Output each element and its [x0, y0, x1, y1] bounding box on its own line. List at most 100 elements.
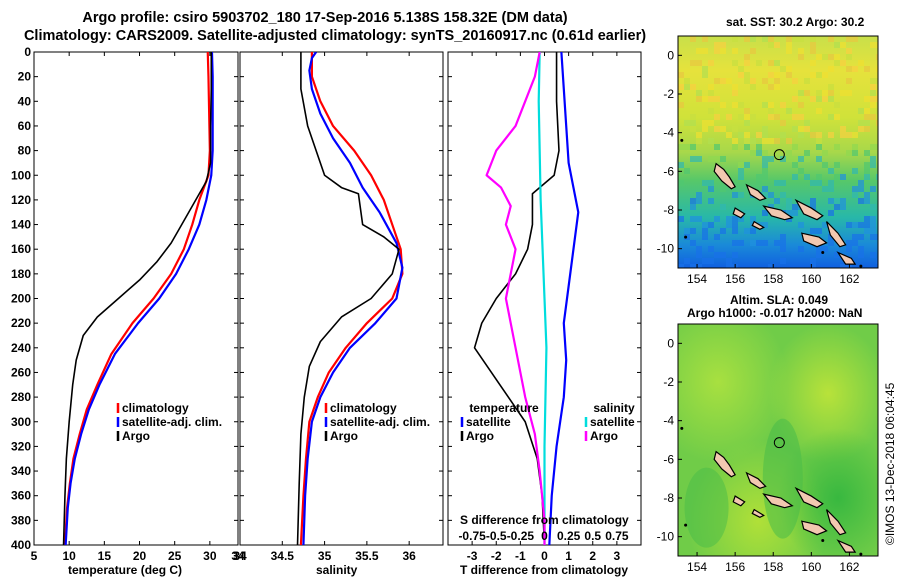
salinity-diff-tick-label: 0 — [541, 529, 548, 543]
temperature-line-satellite-adj-clim- — [64, 52, 214, 545]
island-shape — [751, 220, 765, 231]
sst-pixel — [846, 36, 852, 42]
sst-pixel — [744, 144, 750, 150]
sst-pixel — [870, 114, 876, 120]
sst-pixel — [870, 216, 876, 222]
sst-pixel — [792, 204, 798, 210]
salinity-diff-tick-label: 0.75 — [605, 529, 629, 543]
temperature-xtick-label: 20 — [133, 549, 147, 563]
sst-pixel — [738, 66, 744, 72]
sst-pixel — [708, 120, 714, 126]
sst-pixel — [840, 132, 846, 138]
sst-pixel — [816, 90, 822, 96]
sst-pixel — [870, 162, 876, 168]
island-shape — [745, 471, 767, 489]
sst-pixel — [870, 42, 876, 48]
sst-pixel — [846, 150, 852, 156]
sst-map-ytick-label: 0 — [667, 48, 674, 62]
sst-pixel — [798, 168, 804, 174]
legend-label: Argo — [122, 429, 150, 443]
island-shape — [713, 450, 736, 478]
legend-label: Argo — [466, 429, 494, 443]
sst-pixel — [714, 42, 720, 48]
sst-pixel — [708, 198, 714, 204]
sst-pixel — [762, 174, 768, 180]
legend-label: climatology — [330, 401, 397, 415]
sst-pixel — [702, 258, 708, 264]
sst-pixel — [684, 84, 690, 90]
sst-pixel — [876, 78, 878, 84]
temperature-panel: 0 20 40 60 80 100 120 140 160 180 200 220 240 260 280 3… — [11, 45, 245, 563]
sst-pixel — [768, 192, 774, 198]
sst-pixel — [750, 48, 756, 54]
legend-label: Argo — [330, 429, 358, 443]
sst-pixel — [840, 90, 846, 96]
sst-pixel — [798, 222, 804, 228]
sst-pixel — [828, 186, 834, 192]
island-shape — [762, 493, 794, 509]
island-speck — [680, 138, 684, 142]
sst-pixel — [834, 42, 840, 48]
sst-pixel — [750, 228, 756, 234]
sst-pixel — [738, 72, 744, 78]
sst-pixel — [870, 228, 876, 234]
sst-pixel — [822, 96, 828, 102]
sst-pixel — [768, 138, 774, 144]
sst-pixel — [732, 252, 738, 258]
island-shape — [825, 509, 847, 536]
sst-pixel — [810, 132, 816, 138]
sst-pixel — [864, 162, 870, 168]
sst-pixel — [720, 204, 726, 210]
sst-pixel — [762, 126, 768, 132]
differences-panel: -3 -2 -1 0 1 2 3 — [447, 51, 642, 563]
sst-pixel — [810, 42, 816, 48]
sst-pixel — [744, 60, 750, 66]
sst-pixel — [780, 132, 786, 138]
sla-map-xtick-label: 154 — [687, 560, 707, 574]
sst-pixel — [726, 216, 732, 222]
salinity-xtick-label: 35.5 — [355, 549, 379, 563]
sst-pixel — [792, 156, 798, 162]
sst-pixel — [816, 180, 822, 186]
sst-pixel — [774, 180, 780, 186]
sst-pixel — [732, 228, 738, 234]
sst-pixel — [828, 210, 834, 216]
sst-pixel — [828, 132, 834, 138]
sla-map-ytick-label: -6 — [663, 452, 674, 466]
sst-pixel — [744, 120, 750, 126]
sst-pixel — [750, 78, 756, 84]
island-shape — [713, 162, 736, 190]
sst-pixel — [834, 114, 840, 120]
sst-pixel — [858, 198, 864, 204]
sst-pixel — [726, 132, 732, 138]
island-speck — [684, 523, 688, 527]
sst-pixel — [798, 246, 804, 252]
sst-pixel — [702, 48, 708, 54]
sst-pixel — [684, 78, 690, 84]
depth-tick-label: 340 — [11, 464, 31, 478]
sst-pixel — [786, 36, 792, 42]
sst-pixel — [708, 96, 714, 102]
depth-tick-label: 220 — [11, 316, 31, 330]
sst-pixel — [870, 234, 876, 240]
sst-pixel — [858, 108, 864, 114]
sla-map-xtick-label: 158 — [763, 560, 783, 574]
island-shape — [794, 198, 824, 221]
sst-pixel — [876, 258, 878, 264]
sst-pixel — [822, 222, 828, 228]
sst-pixel — [756, 132, 762, 138]
sst-pixel — [768, 102, 774, 108]
sst-pixel — [744, 36, 750, 42]
sst-pixel — [840, 60, 846, 66]
sst-pixel — [792, 114, 798, 120]
sst-pixel — [726, 114, 732, 120]
island-shape — [745, 183, 767, 201]
salinity-xtick-label: 36 — [402, 549, 416, 563]
sst-pixel — [714, 126, 720, 132]
sst-pixel — [846, 78, 852, 84]
sst-pixel — [738, 240, 744, 246]
sst-pixel — [846, 66, 852, 72]
sst-pixel — [714, 78, 720, 84]
sst-pixel — [804, 126, 810, 132]
